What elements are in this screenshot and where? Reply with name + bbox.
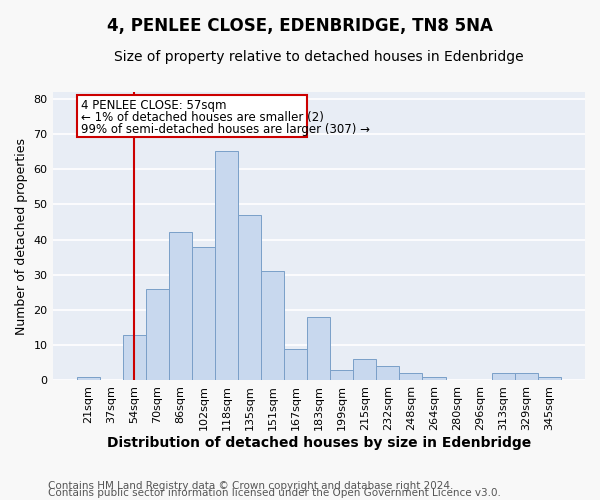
Text: 4, PENLEE CLOSE, EDENBRIDGE, TN8 5NA: 4, PENLEE CLOSE, EDENBRIDGE, TN8 5NA <box>107 18 493 36</box>
X-axis label: Distribution of detached houses by size in Edenbridge: Distribution of detached houses by size … <box>107 436 531 450</box>
Text: Contains HM Land Registry data © Crown copyright and database right 2024.: Contains HM Land Registry data © Crown c… <box>48 481 454 491</box>
Bar <box>491 374 515 380</box>
Bar <box>284 348 307 380</box>
Text: Contains public sector information licensed under the Open Government Licence v3: Contains public sector information licen… <box>48 488 501 498</box>
Text: 4 PENLEE CLOSE: 57sqm: 4 PENLEE CLOSE: 57sqm <box>82 100 227 112</box>
Bar <box>146 289 169 380</box>
Text: ← 1% of detached houses are smaller (2): ← 1% of detached houses are smaller (2) <box>82 111 324 124</box>
Bar <box>123 334 146 380</box>
Bar <box>192 246 215 380</box>
Bar <box>422 377 446 380</box>
Bar <box>515 374 538 380</box>
Bar <box>169 232 192 380</box>
Title: Size of property relative to detached houses in Edenbridge: Size of property relative to detached ho… <box>114 50 524 64</box>
Bar <box>307 317 330 380</box>
Bar <box>538 377 561 380</box>
Bar <box>261 271 284 380</box>
Bar <box>376 366 400 380</box>
Bar <box>238 215 261 380</box>
Bar <box>77 377 100 380</box>
Text: 99% of semi-detached houses are larger (307) →: 99% of semi-detached houses are larger (… <box>82 122 370 136</box>
Bar <box>353 360 376 380</box>
Bar <box>330 370 353 380</box>
Bar <box>215 152 238 380</box>
Y-axis label: Number of detached properties: Number of detached properties <box>15 138 28 334</box>
Bar <box>400 374 422 380</box>
FancyBboxPatch shape <box>77 95 307 138</box>
